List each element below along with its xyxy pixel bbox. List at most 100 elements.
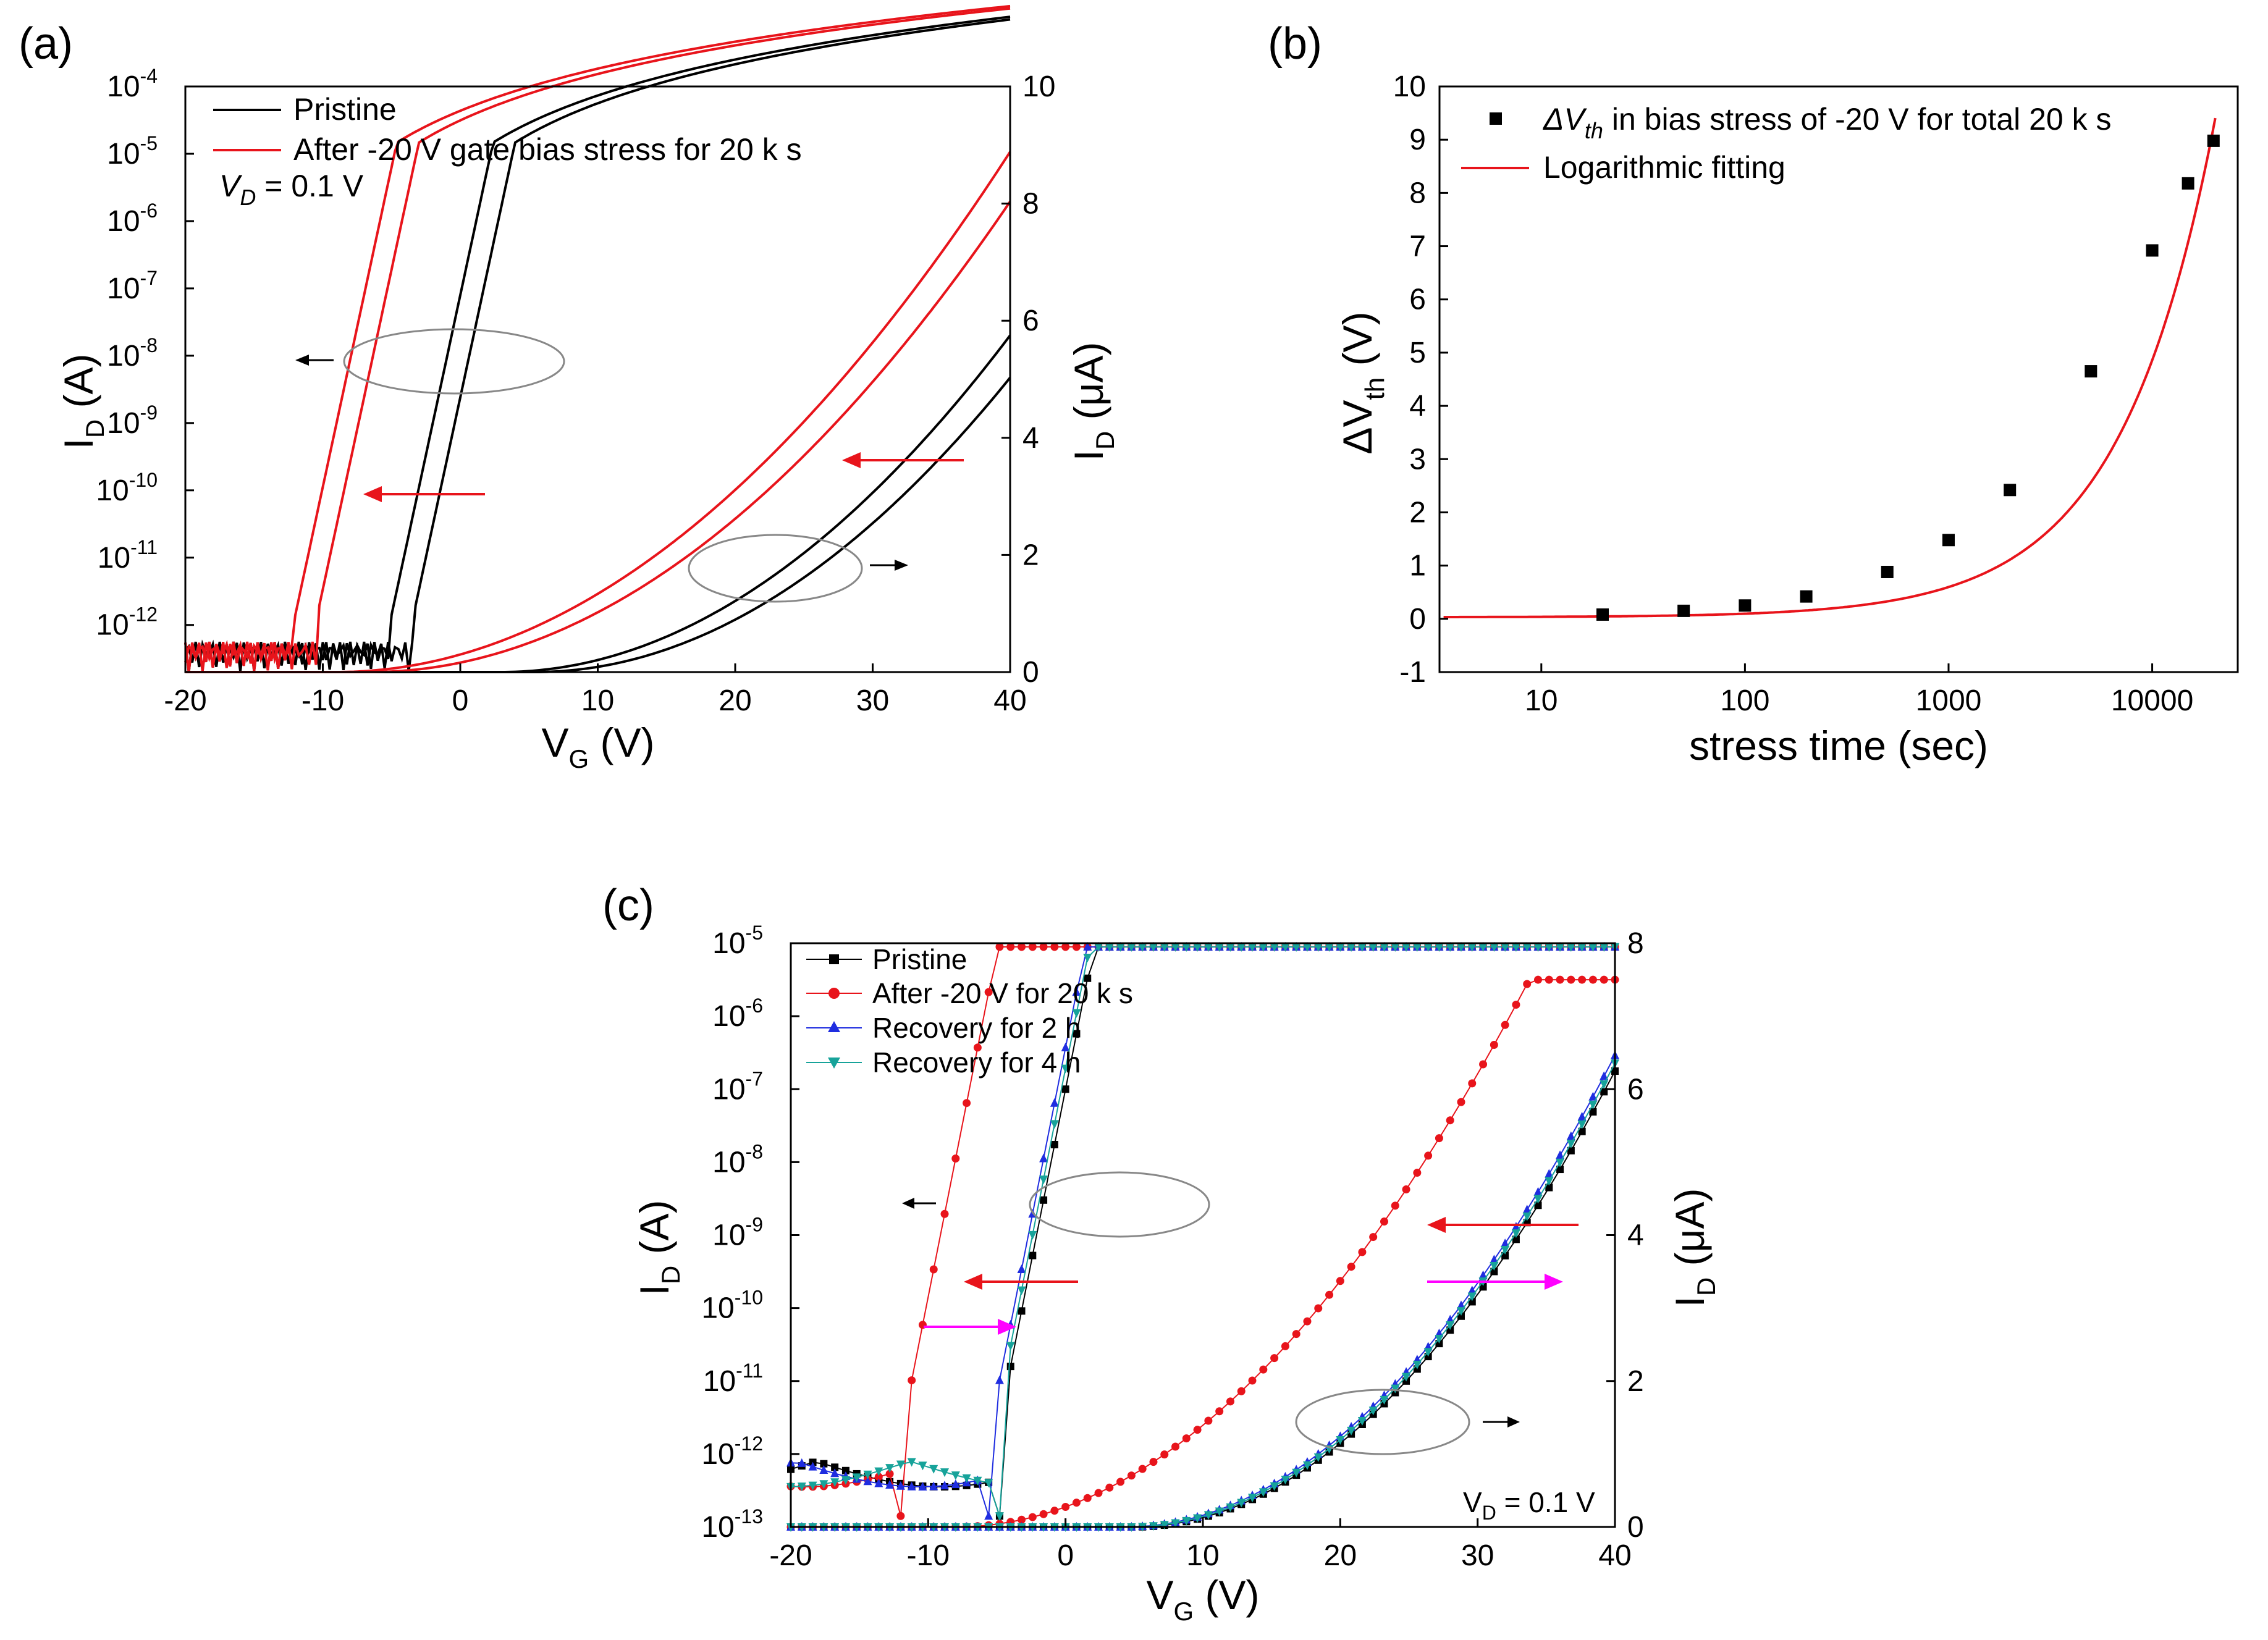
data-point <box>1577 943 1587 952</box>
y-right-tick-label: 6 <box>1627 1073 1644 1106</box>
data-point <box>1467 943 1477 952</box>
data-point <box>1314 1304 1323 1313</box>
legend-label-pristine-c: Pristine <box>872 943 967 975</box>
data-point <box>1204 943 1213 952</box>
data-point <box>808 1481 817 1491</box>
y-left-tick-label: 10-7 <box>107 267 158 305</box>
data-point <box>1578 975 1587 984</box>
data-point <box>1171 943 1180 952</box>
data-point <box>1423 1348 1433 1357</box>
data-point <box>1600 1071 1609 1080</box>
data-point <box>874 1478 883 1487</box>
panel-c-y-left-ticks: 10-5 10-6 10-7 10-8 10-9 10-10 10-11 10-12 10-13 <box>701 922 799 1544</box>
series-linear-curve <box>185 201 1011 673</box>
y-left-tick-label: 10-7 <box>712 1067 763 1106</box>
data-point <box>940 1209 949 1218</box>
data-point <box>1435 1335 1444 1344</box>
legend-marker-delta-vth <box>1490 112 1502 125</box>
panel-b-y-axis-label: ΔVth (V) <box>1334 311 1390 454</box>
panel-a-label: (a) <box>19 19 73 69</box>
data-point <box>962 1474 971 1483</box>
data-point <box>1533 1187 1543 1196</box>
data-point <box>808 1461 817 1471</box>
data-point <box>1281 943 1290 952</box>
data-point <box>984 1479 993 1488</box>
data-point <box>1402 943 1411 952</box>
data-point <box>885 1470 894 1478</box>
data-point <box>1357 943 1367 952</box>
data-point <box>1336 1436 1345 1445</box>
data-point <box>940 1468 950 1478</box>
data-point <box>1369 1233 1378 1242</box>
panel-a-y-right-ticks: 10 8 6 4 2 0 <box>1001 70 1055 689</box>
panel-c-recovery-arrow-right-head <box>1545 1274 1563 1290</box>
data-point <box>1380 1395 1389 1405</box>
legend-label-delta-vth: ΔVth in bias stress of -20 V for total 2… <box>1543 102 2112 143</box>
data-point <box>1281 1476 1290 1485</box>
data-point <box>1029 1251 1037 1259</box>
y-right-tick-label: 6 <box>1022 305 1039 337</box>
data-point <box>1127 943 1136 952</box>
y-right-tick-label: 4 <box>1627 1219 1644 1252</box>
panel-a-x-axis-label: VG (V) <box>541 720 654 773</box>
data-point <box>1204 1416 1213 1425</box>
series-linear-curve <box>185 151 1011 673</box>
x-tick-label: 0 <box>1057 1539 1074 1572</box>
y-left-tick-label: 10-9 <box>107 402 158 440</box>
data-point <box>1413 1169 1422 1177</box>
y-right-tick-label: 8 <box>1627 927 1644 960</box>
data-point <box>984 1511 993 1520</box>
data-point <box>819 1465 828 1474</box>
data-point <box>1523 980 1532 988</box>
x-tick-label: 40 <box>993 684 1026 717</box>
legend-marker-pristine-c <box>829 954 839 964</box>
data-point <box>896 1512 905 1520</box>
panel-a-vd-annotation: VD = 0.1 V <box>219 169 364 210</box>
data-point <box>1600 1088 1608 1096</box>
data-point <box>1193 1426 1202 1434</box>
data-point <box>1084 974 1092 982</box>
data-point <box>1094 943 1103 952</box>
data-point <box>1490 943 1499 952</box>
panel-c-recovery-arrow-left-head <box>998 1319 1016 1335</box>
x-tick-label: 1000 <box>1916 684 1982 717</box>
y-tick-label: 8 <box>1409 177 1426 209</box>
data-point <box>940 1481 950 1490</box>
y-left-tick-label: 10-10 <box>96 469 158 507</box>
data-point <box>2182 177 2194 190</box>
data-point <box>1313 1453 1323 1462</box>
data-point <box>1138 1465 1147 1473</box>
data-point <box>1270 1354 1279 1363</box>
data-point <box>1073 1030 1081 1038</box>
data-point <box>1511 1229 1520 1238</box>
data-point <box>1600 1080 1609 1089</box>
data-point <box>1039 1153 1048 1163</box>
data-point <box>1567 1146 1575 1154</box>
data-point <box>1116 1478 1125 1486</box>
panel-a-right-arrow-head <box>895 560 908 571</box>
data-point <box>1028 943 1037 951</box>
data-point <box>896 1481 905 1490</box>
data-point <box>1018 943 1026 951</box>
data-point <box>1800 590 1813 603</box>
data-point <box>918 1461 927 1471</box>
data-point <box>1556 1150 1565 1159</box>
y-tick-label: 1 <box>1409 550 1426 582</box>
panel-b-x-ticks: 10 100 1000 10000 <box>1525 663 2193 717</box>
data-point <box>1193 943 1202 952</box>
y-tick-label: 9 <box>1409 124 1426 156</box>
data-point <box>1391 943 1400 952</box>
panel-a-y-left-label: ID (A) <box>56 353 109 449</box>
data-point <box>1204 1511 1213 1520</box>
data-point <box>1193 1514 1202 1523</box>
legend-marker-recovery-4h <box>828 1058 840 1069</box>
y-right-tick-label: 2 <box>1627 1365 1644 1398</box>
data-point <box>1556 975 1564 984</box>
data-point <box>1303 1317 1312 1326</box>
x-tick-label: 30 <box>856 684 889 717</box>
data-point <box>984 988 993 996</box>
panel-a-shift-arrow-right-head <box>842 452 861 468</box>
panel-c-vd-annotation: VD = 0.1 V <box>1463 1486 1595 1524</box>
data-point <box>1083 1494 1092 1502</box>
